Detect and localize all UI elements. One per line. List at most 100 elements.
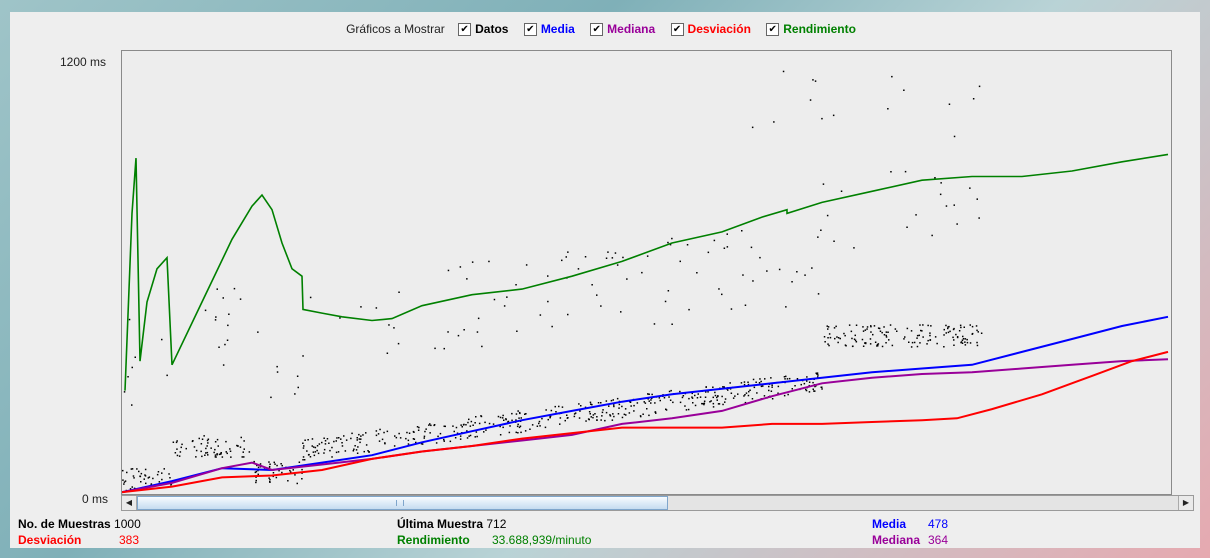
- datos-point: [813, 390, 815, 392]
- datos-point: [468, 435, 470, 437]
- scrollbar-thumb[interactable]: [137, 496, 668, 510]
- datos-point: [751, 398, 754, 400]
- checkbox-desviacion[interactable]: ✔: [670, 22, 684, 36]
- datos-point: [864, 342, 866, 344]
- datos-point: [609, 414, 611, 416]
- datos-point: [424, 430, 426, 433]
- datos-point: [317, 452, 320, 455]
- datos-point: [205, 452, 207, 454]
- datos-point: [185, 447, 187, 450]
- datos-point: [718, 403, 721, 405]
- datos-point: [759, 378, 761, 380]
- datos-point: [352, 450, 355, 452]
- checkbox-rendimiento[interactable]: ✔: [766, 22, 780, 36]
- stat-mean-label: Media: [872, 517, 907, 531]
- datos-point: [313, 454, 316, 457]
- datos-point: [596, 419, 598, 421]
- checkbox-mediana[interactable]: ✔: [590, 22, 604, 36]
- datos-point: [740, 382, 743, 384]
- datos-point: [817, 293, 820, 295]
- datos-point: [759, 256, 761, 259]
- toggle-media[interactable]: ✔ Media: [523, 21, 575, 36]
- datos-point: [812, 388, 814, 390]
- datos-point: [862, 345, 865, 347]
- scroll-right-button[interactable]: ▶: [1178, 496, 1193, 510]
- scroll-left-button[interactable]: ◀: [122, 496, 137, 510]
- datos-point: [555, 411, 557, 413]
- datos-point: [896, 330, 898, 332]
- datos-point: [703, 403, 705, 406]
- datos-point: [289, 469, 291, 472]
- datos-point: [198, 437, 200, 440]
- datos-point: [398, 291, 400, 293]
- datos-point: [703, 400, 706, 402]
- toggle-rendimiento[interactable]: ✔ Rendimiento: [766, 21, 856, 36]
- datos-point: [214, 454, 217, 456]
- stat-samples: No. de Muestras 1000: [18, 517, 141, 531]
- datos-point: [681, 396, 684, 399]
- datos-point: [547, 300, 549, 303]
- datos-point: [862, 326, 864, 328]
- datos-point: [466, 437, 469, 439]
- datos-point: [742, 274, 744, 276]
- stat-deviation-label: Desviación: [18, 533, 82, 547]
- datos-point: [817, 374, 819, 376]
- datos-point: [945, 324, 947, 327]
- datos-point: [945, 205, 948, 207]
- datos-point: [296, 482, 298, 485]
- datos-point: [878, 327, 881, 330]
- datos-point: [962, 335, 964, 338]
- toggle-mediana[interactable]: ✔ Mediana: [590, 21, 655, 36]
- datos-point: [507, 420, 510, 423]
- datos-point: [447, 331, 449, 333]
- datos-point: [758, 382, 761, 384]
- datos-point: [934, 336, 937, 338]
- datos-point: [273, 461, 275, 464]
- checkbox-media[interactable]: ✔: [523, 22, 537, 36]
- datos-point: [207, 438, 210, 440]
- checkbox-datos[interactable]: ✔: [458, 22, 472, 36]
- datos-point: [443, 438, 445, 441]
- datos-point: [388, 324, 390, 326]
- datos-point: [292, 469, 294, 471]
- datos-point: [737, 393, 739, 395]
- datos-point: [508, 431, 511, 434]
- datos-point: [939, 193, 942, 196]
- datos-point: [360, 306, 362, 308]
- datos-point: [574, 412, 577, 414]
- datos-point: [358, 438, 361, 440]
- datos-point: [287, 480, 289, 482]
- datos-point: [309, 296, 312, 299]
- datos-point: [573, 413, 576, 415]
- datos-point: [589, 413, 591, 415]
- datos-point: [503, 305, 506, 307]
- datos-point: [782, 70, 785, 73]
- datos-point: [302, 459, 304, 461]
- datos-point: [869, 338, 872, 340]
- datos-point: [865, 342, 867, 344]
- datos-point: [655, 412, 657, 414]
- datos-point: [650, 399, 652, 401]
- horizontal-scrollbar[interactable]: ◀ ▶: [121, 495, 1194, 511]
- datos-point: [628, 412, 631, 414]
- datos-point: [927, 339, 929, 342]
- toggle-desviacion[interactable]: ✔ Desviación: [670, 21, 751, 36]
- datos-point: [723, 247, 726, 249]
- datos-point: [709, 401, 711, 403]
- datos-point: [978, 85, 981, 88]
- datos-point: [876, 345, 878, 347]
- datos-point: [475, 416, 477, 418]
- datos-point: [768, 389, 770, 392]
- datos-point: [335, 440, 337, 442]
- toggle-datos[interactable]: ✔ Datos: [458, 21, 508, 36]
- datos-point: [726, 246, 729, 248]
- datos-point: [483, 431, 485, 433]
- datos-point: [124, 480, 127, 482]
- datos-point: [502, 426, 504, 429]
- datos-point: [359, 441, 361, 444]
- datos-point: [618, 407, 620, 409]
- legend-label-rendimiento: Rendimiento: [783, 22, 856, 37]
- datos-point: [851, 345, 854, 348]
- datos-point: [976, 329, 978, 332]
- datos-point: [840, 190, 843, 192]
